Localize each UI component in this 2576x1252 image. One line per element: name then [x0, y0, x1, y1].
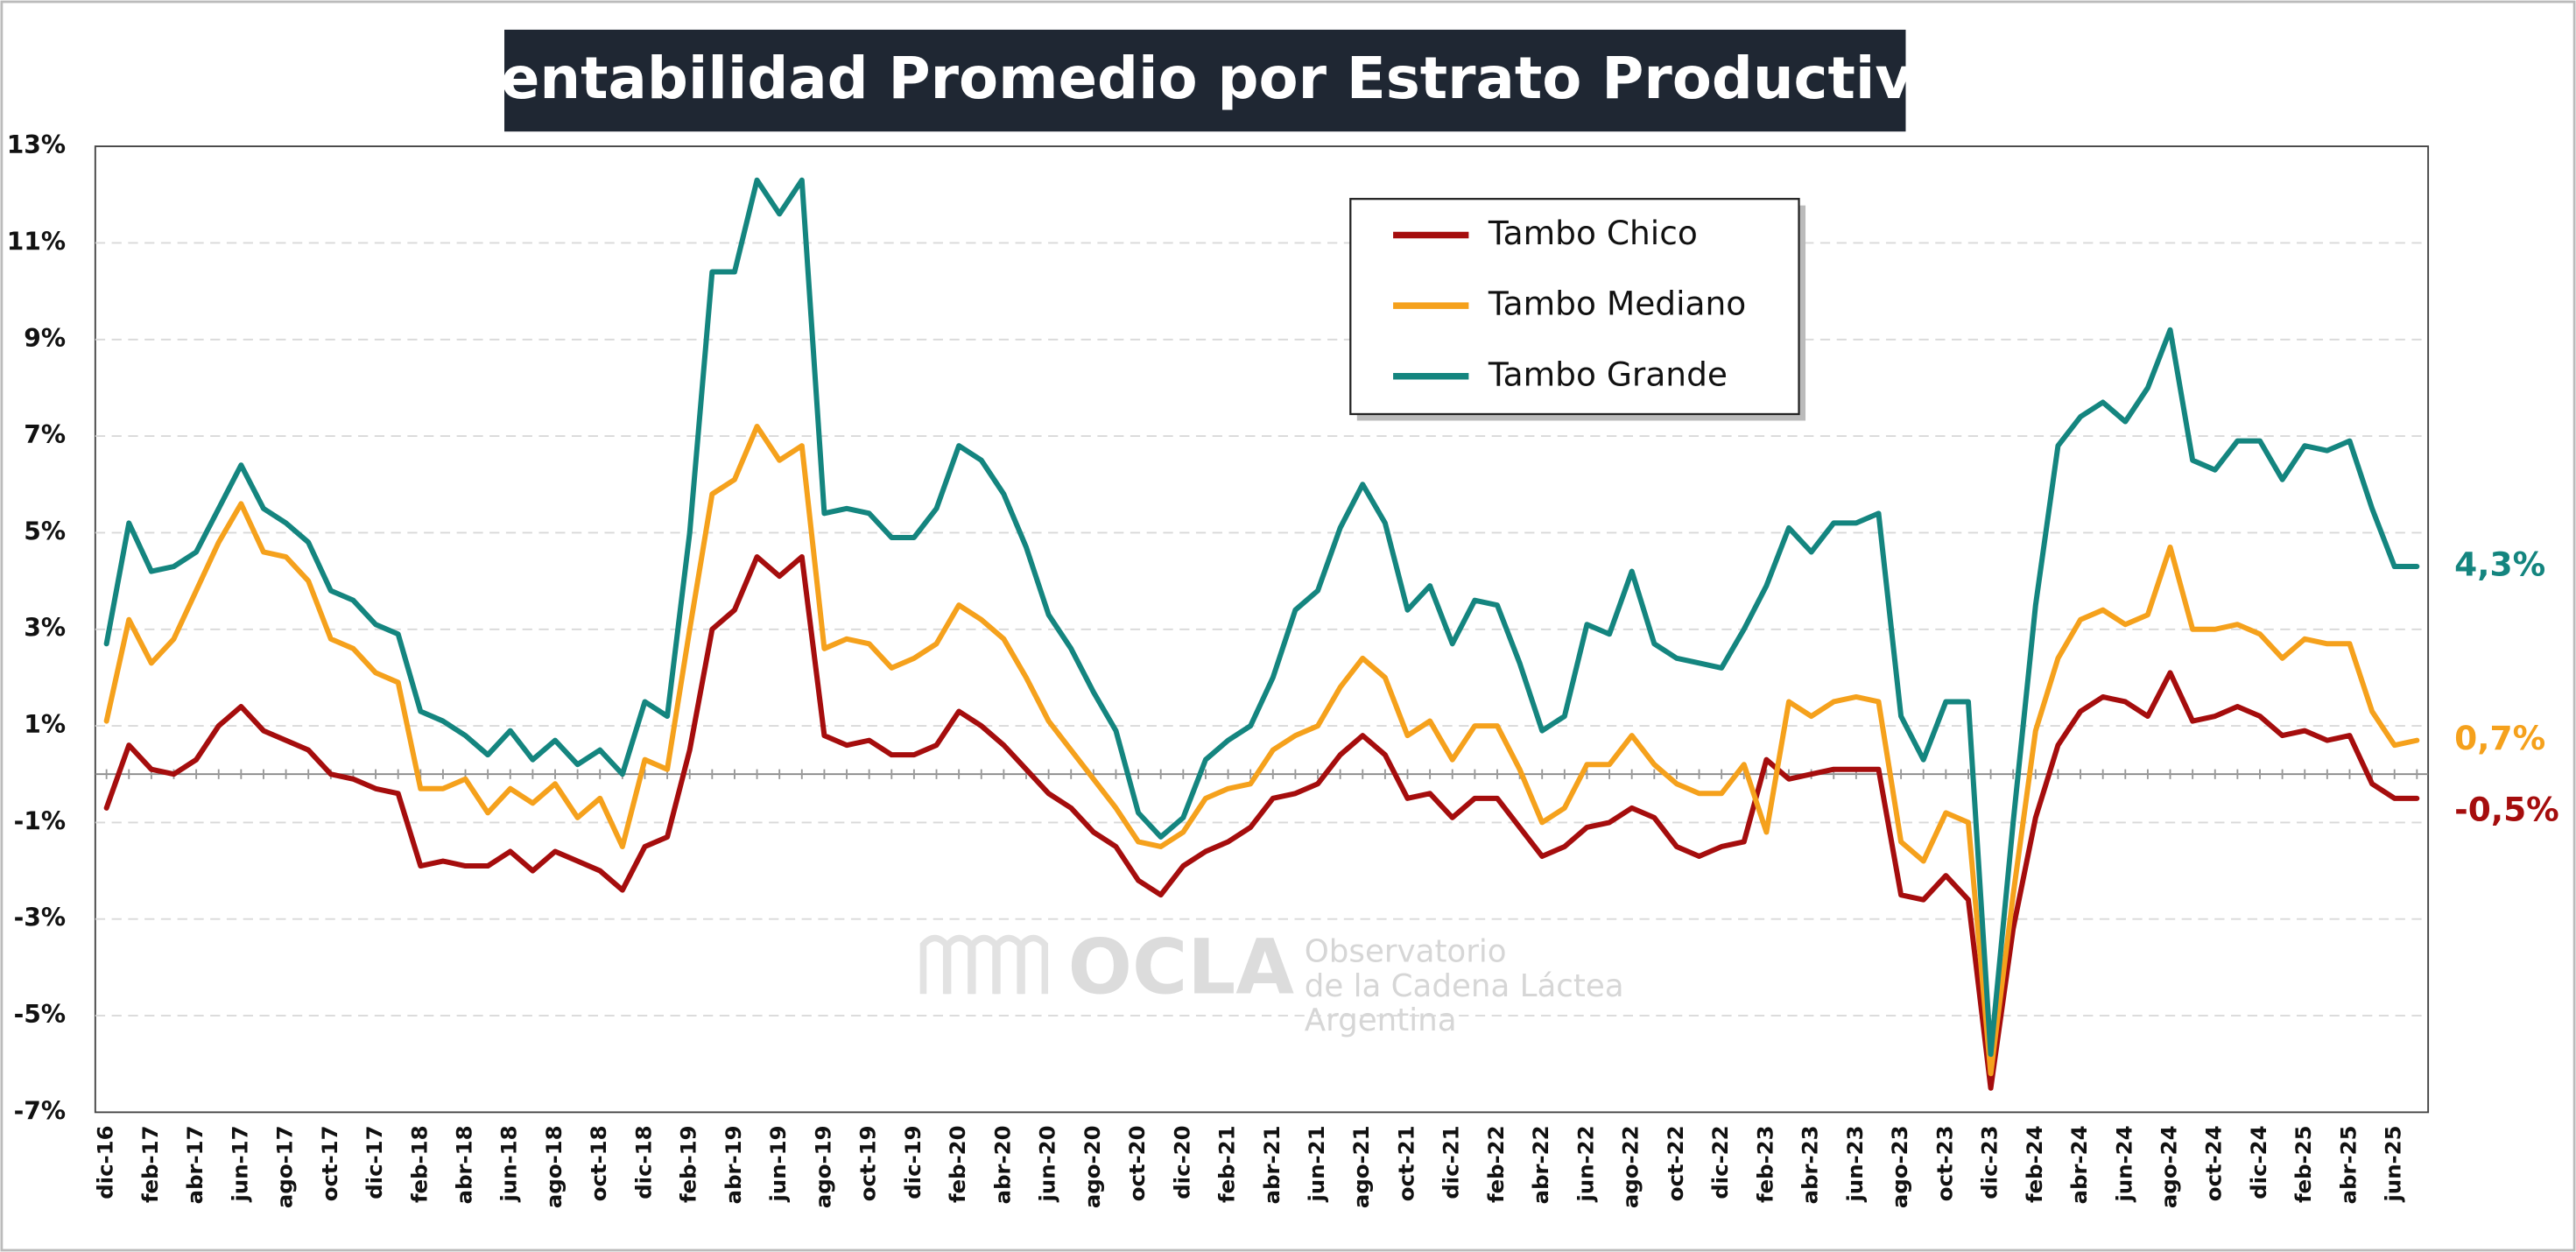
x-tick-label: abr-23 [1798, 1125, 1823, 1204]
x-tick-label: dic-18 [630, 1125, 656, 1199]
y-tick-label: 9% [24, 324, 66, 353]
y-tick-label: 11% [7, 227, 66, 256]
x-tick-label: dic-20 [1169, 1125, 1194, 1199]
x-tick-label: ago-17 [272, 1125, 298, 1208]
x-tick-label: abr-20 [989, 1125, 1015, 1204]
x-tick-label: feb-19 [676, 1125, 701, 1203]
x-tick-label: ago-23 [1887, 1125, 1912, 1208]
x-tick-label: abr-17 [182, 1125, 208, 1204]
x-tick-label: feb-20 [945, 1125, 970, 1203]
x-tick-label: jun-25 [2381, 1125, 2406, 1202]
x-tick-label: oct-23 [1932, 1125, 1957, 1201]
title-box [504, 29, 1906, 132]
x-tick-label: dic-16 [93, 1125, 118, 1199]
end-label: 4,3% [2454, 545, 2545, 584]
x-tick-label: jun-18 [496, 1125, 522, 1202]
chart-title: Rentabilidad Promedio por Estrato Produc… [456, 46, 1952, 112]
x-tick-label: oct-22 [1663, 1125, 1688, 1201]
x-tick-label: ago-19 [810, 1125, 835, 1208]
x-tick-label: jun-20 [1035, 1125, 1060, 1202]
x-tick-label: abr-18 [452, 1125, 477, 1204]
x-tick-label: dic-17 [362, 1125, 387, 1199]
y-tick-label: -3% [14, 904, 66, 932]
x-tick-label: jun-17 [227, 1125, 252, 1202]
x-tick-label: dic-23 [1977, 1125, 2002, 1199]
x-tick-label: abr-21 [1259, 1125, 1284, 1204]
x-tick-label: oct-19 [855, 1125, 881, 1201]
x-tick-label: feb-23 [1752, 1125, 1777, 1203]
x-tick-label: ago-20 [1080, 1125, 1105, 1208]
x-tick-label: abr-24 [2066, 1125, 2092, 1204]
x-tick-label: jun-23 [1842, 1125, 1868, 1202]
y-tick-label: 1% [24, 710, 66, 739]
x-tick-label: dic-19 [900, 1125, 926, 1199]
x-tick-label: jun-22 [1573, 1125, 1598, 1202]
y-tick-label: 3% [24, 614, 66, 643]
x-tick-label: oct-17 [317, 1125, 342, 1201]
x-tick-label: feb-17 [137, 1125, 163, 1203]
x-tick-label: abr-25 [2335, 1125, 2361, 1204]
series-line [103, 554, 2420, 1091]
end-label: -0,5% [2454, 790, 2559, 828]
legend-label: Tambo Grande [1488, 355, 1728, 393]
x-tick-label: jun-19 [765, 1125, 791, 1202]
legend-label: Tambo Mediano [1488, 285, 1746, 323]
y-tick-label: -5% [14, 1000, 66, 1029]
x-tick-label: ago-22 [1618, 1125, 1643, 1208]
y-tick-label: 7% [24, 420, 66, 449]
y-tick-label: -1% [14, 806, 66, 835]
y-tick-label: 13% [7, 130, 66, 159]
x-tick-label: abr-22 [1528, 1125, 1553, 1204]
x-tick-label: ago-24 [2157, 1125, 2182, 1208]
legend-label: Tambo Chico [1488, 214, 1698, 252]
end-label: 0,7% [2454, 719, 2545, 757]
x-tick-label: jun-21 [1304, 1125, 1329, 1202]
x-tick-label: feb-21 [1214, 1125, 1240, 1203]
series-line [103, 424, 2420, 1077]
watermark-text: Argentina [1305, 1002, 1457, 1038]
x-tick-label: abr-19 [721, 1125, 746, 1204]
x-tick-label: feb-24 [2022, 1125, 2047, 1203]
x-tick-label: dic-24 [2246, 1125, 2271, 1199]
watermark-text: Observatorio [1305, 933, 1507, 969]
series-line [103, 177, 2420, 1058]
x-tick-label: oct-20 [1124, 1125, 1150, 1201]
watermark-icon [1018, 934, 1049, 995]
x-tick-label: jun-24 [2111, 1125, 2136, 1202]
x-tick-label: oct-24 [2201, 1125, 2227, 1201]
watermark-text: de la Cadena Láctea [1305, 968, 1624, 1004]
x-tick-label: feb-25 [2291, 1125, 2316, 1203]
x-tick-label: feb-18 [406, 1125, 432, 1203]
x-tick-label: dic-22 [1707, 1125, 1733, 1199]
x-tick-label: ago-21 [1348, 1125, 1374, 1208]
x-tick-label: oct-21 [1393, 1125, 1418, 1201]
x-tick-label: oct-18 [586, 1125, 611, 1201]
x-tick-label: dic-21 [1439, 1125, 1464, 1199]
y-tick-label: -7% [14, 1096, 66, 1125]
watermark-logo: OCLA [1068, 924, 1295, 1011]
x-tick-label: feb-22 [1483, 1125, 1509, 1203]
y-tick-label: 5% [24, 517, 66, 545]
x-tick-label: ago-18 [541, 1125, 567, 1208]
